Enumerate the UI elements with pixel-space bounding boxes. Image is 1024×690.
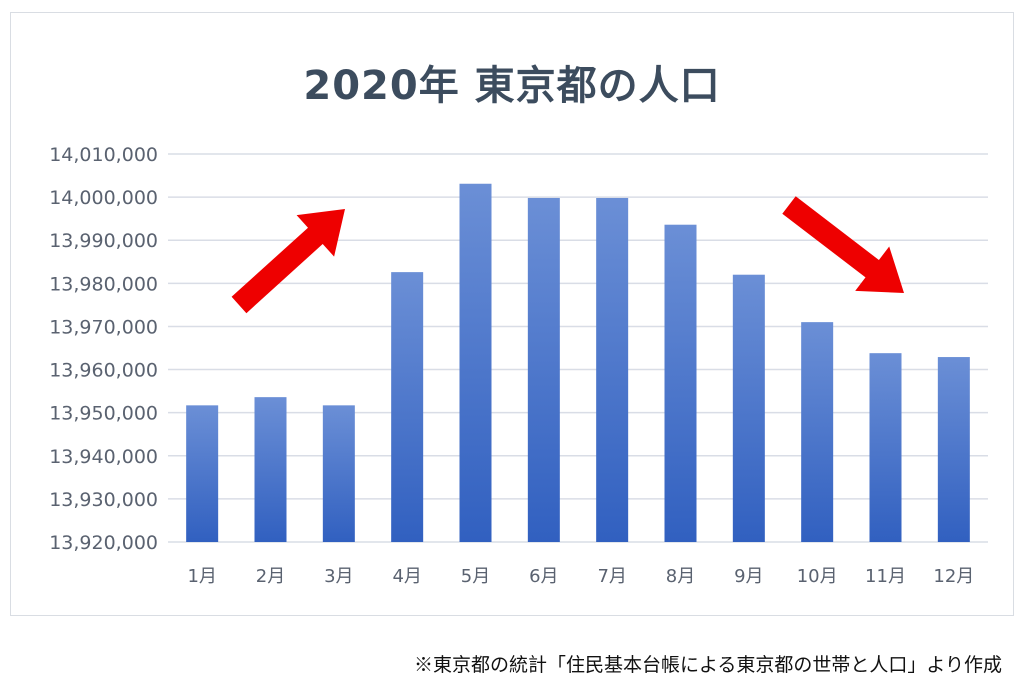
bar-11 (869, 353, 902, 542)
x-tick-label: 11月 (865, 566, 906, 587)
bar-3 (322, 405, 355, 542)
bars (186, 183, 970, 543)
y-tick-label: 13,990,000 (49, 230, 158, 252)
bar-chart: 13,920,000 13,930,000 13,940,000 13,950,000… (49, 144, 988, 587)
y-tick-label: 14,000,000 (49, 187, 158, 209)
x-tick-label: 2月 (256, 566, 285, 587)
x-tick-label: 10月 (797, 566, 838, 587)
bar-4 (391, 272, 424, 542)
gridlines (168, 153, 988, 543)
bar-2 (254, 397, 287, 542)
x-tick-label: 6月 (529, 566, 558, 587)
bar-12 (937, 357, 970, 542)
y-tick-label: 14,010,000 (49, 144, 158, 166)
y-tick-label: 13,920,000 (49, 532, 158, 554)
x-axis-ticks: 1月 2月 3月 4月 5月 6月 7月 8月 9月 10月 11月 12月 (187, 566, 974, 587)
x-tick-label: 5月 (461, 566, 490, 587)
y-tick-label: 13,950,000 (49, 403, 158, 425)
bar-8 (664, 224, 697, 543)
x-tick-label: 4月 (392, 566, 421, 587)
y-tick-label: 13,980,000 (49, 273, 158, 295)
y-tick-label: 13,960,000 (49, 360, 158, 382)
up-arrow-icon (231, 209, 345, 314)
y-tick-label: 13,930,000 (49, 489, 158, 511)
bar-9 (732, 274, 765, 542)
bar-5 (459, 183, 492, 542)
x-tick-label: 7月 (597, 566, 626, 587)
y-axis-ticks: 13,920,000 13,930,000 13,940,000 13,950,000… (49, 144, 158, 554)
y-tick-label: 13,940,000 (49, 446, 158, 468)
x-tick-label: 8月 (666, 566, 695, 587)
bar-6 (527, 197, 560, 542)
x-tick-label: 3月 (324, 566, 353, 587)
down-arrow-icon (782, 196, 904, 293)
bar-1 (186, 405, 219, 542)
x-tick-label: 1月 (187, 566, 216, 587)
bar-7 (596, 197, 629, 542)
bar-10 (801, 322, 834, 542)
chart-title: 2020年 東京都の人口 (303, 63, 721, 109)
x-tick-label: 9月 (734, 566, 763, 587)
chart-frame: 2020年 東京都の人口 13,920,000 13,930,000 13,940,… (10, 12, 1014, 616)
source-note: ※東京都の統計「住民基本台帳による東京都の世帯と人口」より作成 (413, 654, 1002, 676)
y-tick-label: 13,970,000 (49, 316, 158, 338)
trend-arrows (231, 196, 904, 314)
x-tick-label: 12月 (933, 566, 974, 587)
